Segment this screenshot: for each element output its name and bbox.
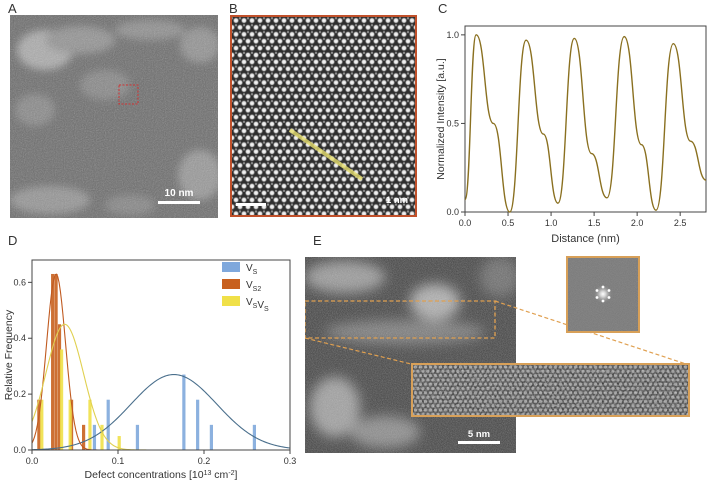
histogram-bar [209, 424, 213, 450]
histogram-bar [40, 399, 44, 450]
histogram-bar [37, 399, 41, 450]
x-tick-label: 1.5 [588, 218, 601, 228]
legend-entry: VS [246, 263, 258, 276]
panel-a-svg: 10 nm [10, 15, 218, 218]
scale-bar-a-label: 10 nm [165, 188, 194, 199]
panel-a-label: A [8, 1, 17, 16]
panel-c-label: C [438, 1, 448, 16]
legend-swatch [222, 296, 240, 306]
x-axis-label: Defect concentrations [1013 cm-2] [85, 469, 238, 481]
y-tick-label: 0.4 [13, 333, 26, 343]
histogram-bar [135, 424, 140, 450]
histogram-bar [68, 399, 72, 450]
panel-b-atomic-image: 1 nm [230, 15, 417, 217]
zoom-inset-svg [413, 365, 688, 415]
histogram-bar [54, 273, 58, 450]
histogram-bar [57, 324, 62, 450]
histogram-bar [59, 349, 64, 450]
y-tick-label: 0.0 [13, 445, 26, 455]
y-tick-label: 0.5 [446, 118, 459, 128]
x-axis-label: Distance (nm) [551, 233, 619, 245]
panel-c-chart: 0.0 0.5 1.0 1.5 2.0 2.5 0.0 0.5 1.0 Distance (nm)… [420, 10, 709, 250]
panel-d-chart: 0.0 0.1 0.2 0.3 0.0 0.2 0.4 0.6 Defect concentra… [0, 248, 300, 482]
legend-entry: VS2 [246, 280, 261, 293]
panel-b-svg: 1 nm [232, 17, 415, 215]
intensity-profile-line [464, 34, 707, 213]
plot-frame [31, 259, 291, 451]
y-axis-label: Normalized Intensity [a.u.] [435, 58, 447, 179]
panel-e-stem-image: 5 nm [305, 257, 516, 453]
histogram-bar [196, 399, 200, 450]
scale-bar-b-label: 1 nm [386, 195, 408, 206]
fft-inset [566, 256, 640, 333]
zoom-inset-image [411, 363, 690, 417]
histogram-bar [106, 399, 110, 450]
histogram-bar [51, 273, 55, 450]
scale-bar-b [236, 203, 266, 206]
panel-e-svg: 5 nm [305, 257, 516, 453]
scale-bar-e-label: 5 nm [468, 429, 490, 440]
zoom-region-box [305, 300, 496, 339]
x-tick-label: 0.2 [198, 456, 211, 466]
x-tick-label: 2.5 [674, 218, 687, 228]
panel-e-label: E [313, 233, 322, 248]
panel-a-stem-image: 10 nm [10, 15, 218, 218]
histogram-bar [117, 436, 121, 450]
x-tick-label: 0.0 [459, 218, 472, 228]
panel-d-label: D [8, 233, 18, 248]
y-axis-label: Relative Frequency [3, 309, 15, 400]
histogram-bar [88, 399, 92, 450]
legend-swatch [222, 279, 240, 289]
histogram-bar [82, 424, 86, 450]
legend-swatch [222, 262, 240, 272]
defect-histogram-chart: 0.0 0.1 0.2 0.3 0.0 0.2 0.4 0.6 Defect concentra… [3, 259, 297, 481]
x-tick-label: 1.0 [545, 218, 558, 228]
y-tick-label: 0.0 [446, 207, 459, 217]
legend-entry: VSVS [246, 297, 269, 313]
gaussian-fit-line [31, 374, 291, 451]
y-tick-label: 1.0 [446, 30, 459, 40]
y-tick-label: 0.6 [13, 277, 26, 287]
x-tick-label: 0.5 [502, 218, 515, 228]
plot-frame [464, 25, 707, 213]
line-profile-marker [288, 128, 364, 181]
intensity-profile-chart: 0.0 0.5 1.0 1.5 2.0 2.5 0.0 0.5 1.0 Distance (nm)… [435, 25, 707, 245]
x-tick-label: 0.0 [26, 456, 39, 466]
histogram-bar [92, 424, 97, 450]
y-tick-label: 0.2 [13, 389, 26, 399]
fft-svg [568, 258, 638, 331]
scale-bar-e [458, 441, 500, 444]
x-tick-label: 2.0 [631, 218, 644, 228]
scale-bar-a [158, 201, 200, 204]
histogram-bar [182, 374, 186, 450]
roi-box [118, 84, 139, 105]
panel-b-label: B [229, 1, 238, 16]
x-tick-label: 0.1 [112, 456, 125, 466]
x-tick-label: 0.3 [284, 456, 297, 466]
histogram-bar [100, 424, 104, 450]
